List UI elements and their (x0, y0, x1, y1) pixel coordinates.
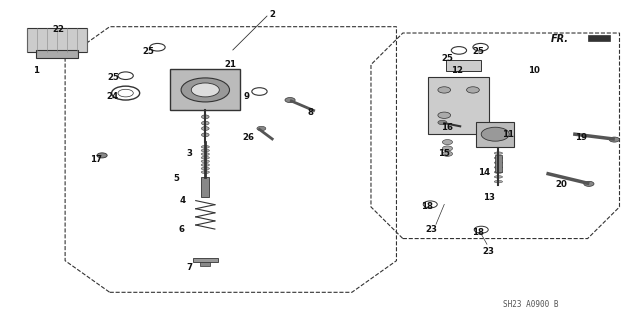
Circle shape (202, 121, 209, 125)
Text: SH23 A0900 B: SH23 A0900 B (502, 300, 558, 309)
Circle shape (481, 127, 509, 141)
Circle shape (181, 78, 230, 102)
Circle shape (442, 146, 452, 151)
Text: 11: 11 (502, 130, 514, 139)
Ellipse shape (201, 167, 209, 170)
Text: 19: 19 (575, 133, 588, 142)
Bar (476, 122, 515, 147)
Ellipse shape (201, 171, 209, 174)
Text: 10: 10 (527, 66, 540, 76)
Ellipse shape (201, 156, 209, 159)
Text: 26: 26 (243, 133, 255, 142)
Text: 6: 6 (178, 225, 184, 234)
Ellipse shape (494, 166, 502, 169)
Ellipse shape (494, 171, 502, 174)
Ellipse shape (494, 152, 502, 154)
Ellipse shape (201, 149, 209, 152)
Text: 17: 17 (90, 155, 102, 164)
Text: 5: 5 (173, 174, 180, 183)
Text: 14: 14 (478, 168, 490, 177)
Text: 15: 15 (438, 149, 450, 158)
Text: 25: 25 (442, 54, 453, 63)
Text: 20: 20 (555, 180, 567, 189)
Circle shape (285, 98, 295, 103)
Ellipse shape (494, 180, 502, 183)
Text: 22: 22 (52, 25, 65, 34)
Circle shape (584, 181, 594, 186)
Text: 13: 13 (483, 193, 495, 202)
Text: 21: 21 (225, 60, 237, 69)
Circle shape (442, 151, 452, 156)
Text: 2: 2 (269, 10, 275, 19)
Text: 7: 7 (186, 263, 193, 271)
Text: 8: 8 (307, 108, 314, 116)
Circle shape (438, 87, 451, 93)
Circle shape (609, 137, 620, 142)
Text: 16: 16 (442, 123, 454, 132)
Ellipse shape (201, 153, 209, 155)
Text: 18: 18 (421, 203, 433, 211)
Circle shape (442, 140, 452, 145)
Bar (193, 257, 218, 262)
Bar (27, 28, 88, 52)
Text: 25: 25 (107, 73, 119, 82)
Ellipse shape (201, 164, 209, 166)
Text: 25: 25 (472, 48, 484, 56)
Text: 25: 25 (142, 48, 154, 56)
Text: FR.: FR. (550, 34, 568, 44)
Circle shape (438, 120, 447, 125)
Text: 3: 3 (186, 149, 193, 158)
Bar (170, 69, 241, 110)
Bar (36, 50, 78, 58)
Circle shape (202, 127, 209, 130)
Bar (446, 60, 481, 71)
Bar (200, 262, 211, 266)
Ellipse shape (201, 145, 209, 148)
Text: 23: 23 (426, 225, 438, 234)
Ellipse shape (494, 157, 502, 159)
Circle shape (202, 115, 209, 119)
Ellipse shape (201, 160, 209, 163)
Circle shape (257, 126, 266, 131)
Text: 18: 18 (472, 228, 484, 237)
Bar (428, 77, 489, 134)
Circle shape (97, 153, 107, 158)
Circle shape (202, 133, 209, 137)
Ellipse shape (494, 176, 502, 178)
Ellipse shape (494, 161, 502, 164)
Polygon shape (588, 34, 610, 41)
Circle shape (191, 83, 220, 97)
Circle shape (467, 87, 479, 93)
Text: 9: 9 (244, 92, 250, 101)
Text: 4: 4 (180, 196, 186, 205)
Bar (495, 155, 502, 172)
Text: 24: 24 (107, 92, 119, 101)
Text: 1: 1 (33, 66, 40, 76)
Text: 23: 23 (483, 247, 495, 256)
Circle shape (438, 112, 451, 118)
Text: 12: 12 (451, 66, 463, 76)
Bar (202, 177, 209, 197)
